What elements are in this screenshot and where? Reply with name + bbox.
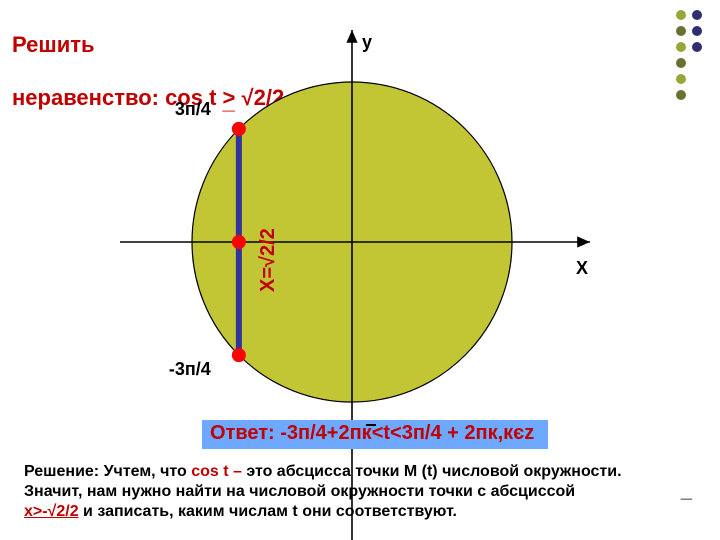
solution-text: Решение: Учтем, что cos t – это абсцисса…	[24, 462, 622, 522]
answer-underline	[366, 424, 376, 426]
solution-after: и записать, каким числам t они соответст…	[79, 503, 457, 520]
solution-highlight-1: cos t –	[191, 463, 242, 480]
point-label-top: 3п/4	[175, 99, 211, 120]
solution-highlight-2: x>-√2/2	[24, 503, 79, 520]
point-label-bottom: -3п/4	[169, 359, 211, 380]
solution-before: Решение: Учтем, что	[24, 463, 191, 480]
y-axis-label: y	[362, 32, 372, 53]
stray-underscore: _	[681, 480, 692, 503]
x-axis-label: X	[576, 258, 588, 279]
chord-label: X=√2/2	[257, 228, 280, 292]
answer-box: Ответ: -3п/4+2пк<t<3п/4 + 2пк,кєz	[202, 420, 548, 449]
unit-circle-diagram	[0, 0, 720, 540]
stage: Решить неравенство: cos t >_ √2/2 y X 3п…	[0, 0, 720, 540]
